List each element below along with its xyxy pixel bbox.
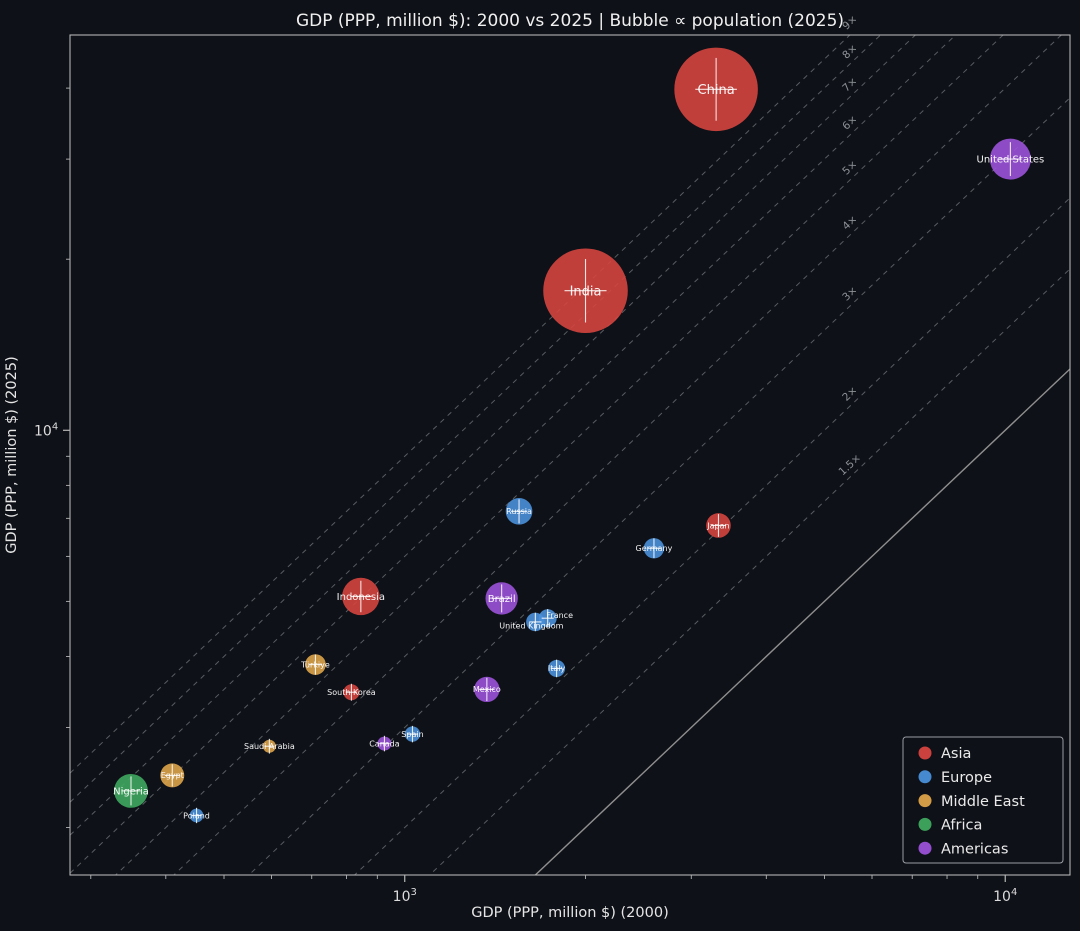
legend-marker-middle-east — [918, 794, 932, 808]
country-label-united-kingdom: United Kingdom — [499, 622, 563, 631]
legend-label-europe: Europe — [941, 770, 992, 786]
country-label-indonesia: Indonesia — [337, 592, 385, 603]
country-label-south-korea: South Korea — [327, 688, 376, 697]
legend-label-asia: Asia — [941, 746, 971, 762]
country-label-canada: Canada — [369, 739, 400, 748]
y-axis-label: GDP (PPP, million $) (2025) — [4, 356, 20, 553]
country-label-russia: Russia — [506, 507, 532, 516]
plot-border — [69, 34, 1071, 876]
country-label-united-states: United States — [977, 155, 1045, 166]
legend-label-africa: Africa — [941, 818, 982, 834]
legend-marker-africa — [918, 817, 932, 831]
legend: Asia Europe Middle East Africa Americas — [902, 736, 1064, 864]
country-label-brazil: Brazil — [488, 594, 516, 605]
legend-box — [902, 736, 1064, 864]
country-label-egypt: Egypt — [161, 771, 184, 780]
country-label-mexico: Mexico — [473, 685, 501, 694]
x-axis-label: GDP (PPP, million $) (2000) — [471, 905, 668, 921]
ratio-guide-lines — [70, 35, 1070, 875]
country-label-india: India — [570, 284, 602, 299]
legend-marker-europe — [918, 770, 932, 784]
country-label-italy: Italy — [548, 664, 566, 673]
country-label-poland: Poland — [183, 811, 210, 820]
legend-marker-americas — [918, 841, 932, 855]
country-label-china: China — [698, 83, 735, 98]
legend-marker-asia — [918, 746, 932, 760]
legend-label-americas: Americas — [941, 841, 1008, 857]
legend-label-middle-east: Middle East — [941, 794, 1025, 810]
country-label-saudi-arabia: Saudi Arabia — [244, 742, 295, 751]
country-label-nigeria: Nigeria — [113, 786, 149, 797]
country-label-france: France — [546, 611, 573, 620]
country-label-spain: Spain — [401, 730, 423, 739]
identity-line — [534, 368, 1070, 875]
country-label-japan: Japan — [706, 521, 729, 530]
chart-title: GDP (PPP, million $): 2000 vs 2025 | Bub… — [296, 11, 844, 31]
country-label-t-rkiye: Türkiye — [300, 660, 330, 669]
bubbles-layer: India China United States Indonesia Nigeria B… — [113, 47, 1045, 824]
country-label-germany: Germany — [636, 544, 673, 553]
